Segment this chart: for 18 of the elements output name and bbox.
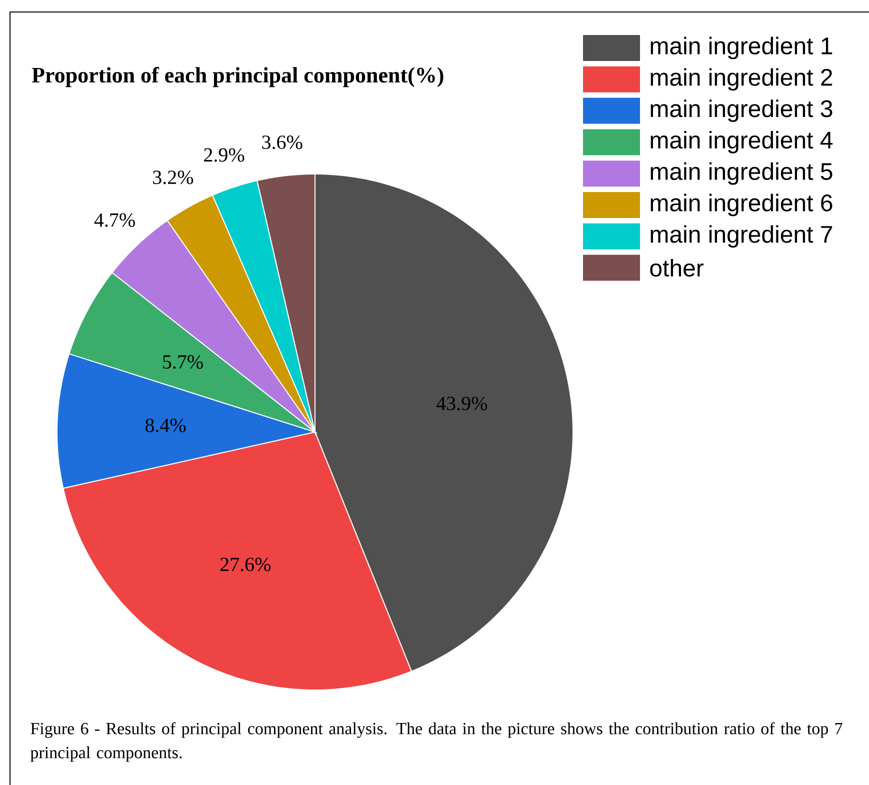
legend-label: other	[650, 258, 704, 277]
data-label: 8.4%	[145, 418, 186, 432]
data-label: 5.7%	[163, 355, 203, 369]
data-label: 2.9%	[204, 148, 244, 162]
text: Proportion of each principal component(%)	[32, 66, 444, 88]
data-label: 3.6%	[262, 136, 302, 150]
legend-label: main ingredient 1	[650, 36, 832, 60]
legend-label: main ingredient 7	[650, 225, 832, 248]
data-label: 4.7%	[94, 213, 135, 227]
legend-label: main ingredient 5	[650, 162, 832, 185]
legend-label: main ingredient 4	[650, 131, 833, 154]
legend-label: main ingredient 6	[650, 194, 832, 216]
data-label: 43.9%	[436, 396, 488, 410]
legend-label: main ingredient 2	[650, 68, 832, 91]
data-label: 27.6%	[220, 558, 271, 572]
data-label: 3.2%	[153, 170, 194, 184]
legend-label: main ingredient 3	[650, 100, 832, 122]
caption: Figure 6 - Results of principal component analysis. The data in the picture shows the contribution ratio of the top 7 principal components.	[30, 722, 842, 762]
